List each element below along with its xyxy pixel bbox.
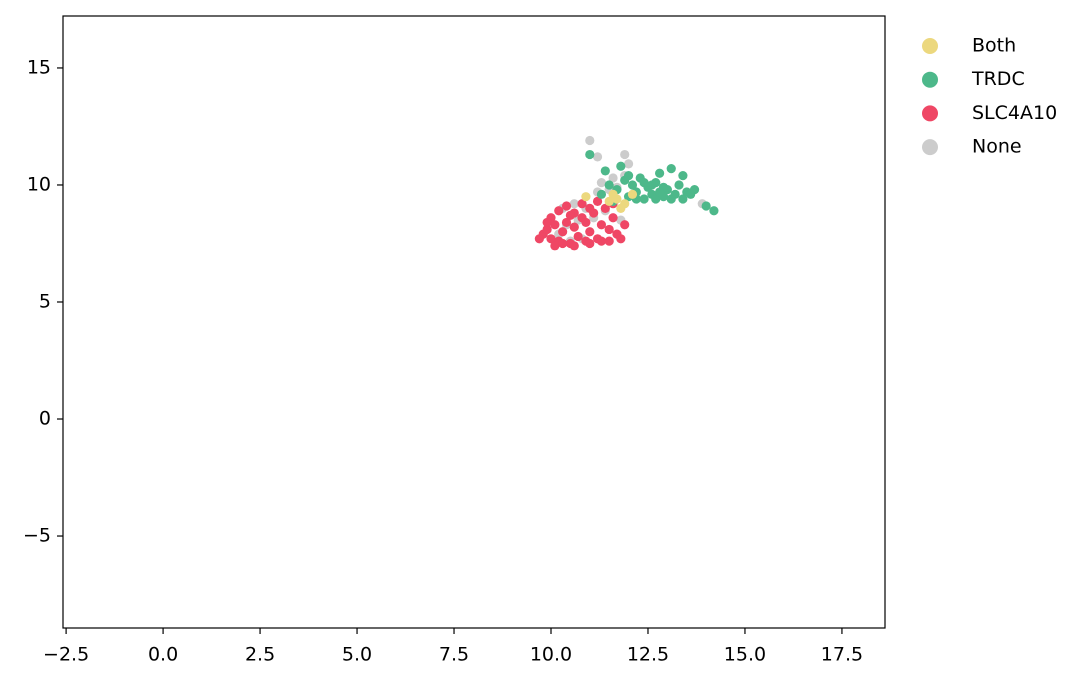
- point: [616, 161, 626, 171]
- point: [616, 234, 626, 244]
- point: [678, 171, 688, 181]
- x-tick-label: −2.5: [43, 644, 89, 666]
- point: [627, 180, 638, 190]
- point: [581, 192, 591, 202]
- point: [592, 152, 603, 162]
- point: [666, 163, 676, 174]
- point: [596, 178, 607, 188]
- point: [655, 168, 665, 178]
- point: [604, 236, 614, 246]
- point: [585, 203, 595, 213]
- legend-label: TRDC: [971, 68, 1025, 90]
- point: [550, 241, 560, 251]
- y-tick-label: 5: [39, 290, 51, 312]
- point: [701, 201, 711, 211]
- point: [612, 194, 622, 204]
- point: [616, 203, 626, 213]
- y-tick-label: 15: [27, 56, 51, 78]
- point: [623, 159, 634, 169]
- legend-label: Both: [972, 35, 1016, 57]
- point: [581, 217, 591, 228]
- point: [686, 189, 696, 199]
- point: [666, 194, 676, 204]
- y-tick-label: 10: [27, 173, 51, 195]
- point: [546, 234, 556, 244]
- x-tick-label: 5.0: [342, 644, 372, 666]
- point: [623, 171, 634, 181]
- point: [569, 199, 579, 209]
- legend-marker: [922, 105, 938, 122]
- point: [561, 201, 572, 211]
- x-tick-label: 17.5: [821, 644, 863, 666]
- legend-marker: [922, 139, 938, 156]
- point: [585, 227, 595, 237]
- point: [620, 220, 630, 230]
- point: [639, 194, 649, 204]
- point: [569, 222, 579, 232]
- point: [592, 196, 603, 206]
- x-tick-label: 12.5: [627, 644, 669, 666]
- legend-label: None: [972, 136, 1022, 158]
- point: [604, 224, 614, 235]
- x-tick-label: 10.0: [530, 644, 572, 666]
- point: [585, 238, 595, 249]
- x-tick-label: 2.5: [245, 644, 275, 666]
- point: [573, 231, 583, 242]
- point: [596, 189, 607, 199]
- point: [542, 224, 552, 235]
- point: [585, 135, 595, 146]
- point: [604, 180, 614, 190]
- point: [558, 238, 568, 249]
- legend-marker: [922, 38, 938, 54]
- point: [585, 149, 595, 160]
- point: [651, 194, 661, 204]
- point: [627, 189, 638, 199]
- point: [608, 213, 618, 223]
- point: [565, 210, 575, 220]
- legend-marker: [922, 71, 938, 88]
- legend-label: SLC4A10: [972, 102, 1057, 124]
- point: [554, 206, 564, 216]
- x-tick-label: 7.5: [439, 644, 469, 666]
- point: [534, 234, 544, 244]
- y-tick-label: 0: [39, 408, 51, 430]
- point: [678, 194, 688, 204]
- point: [600, 166, 610, 176]
- point: [608, 173, 618, 183]
- plot-frame: [62, 15, 886, 629]
- point: [561, 217, 572, 228]
- point: [550, 220, 560, 230]
- point: [639, 178, 649, 188]
- point: [558, 227, 568, 237]
- point: [674, 180, 684, 190]
- point: [577, 199, 587, 209]
- point: [709, 206, 719, 216]
- point: [600, 203, 610, 213]
- point: [655, 187, 665, 197]
- y-tick-label: −5: [23, 525, 51, 547]
- x-tick-label: 15.0: [724, 644, 766, 666]
- point: [542, 217, 552, 228]
- point: [647, 180, 657, 190]
- point: [569, 241, 579, 251]
- point: [620, 149, 630, 160]
- x-tick-label: 0.0: [148, 644, 178, 666]
- point: [596, 220, 607, 230]
- point: [596, 236, 607, 246]
- point: [604, 196, 614, 206]
